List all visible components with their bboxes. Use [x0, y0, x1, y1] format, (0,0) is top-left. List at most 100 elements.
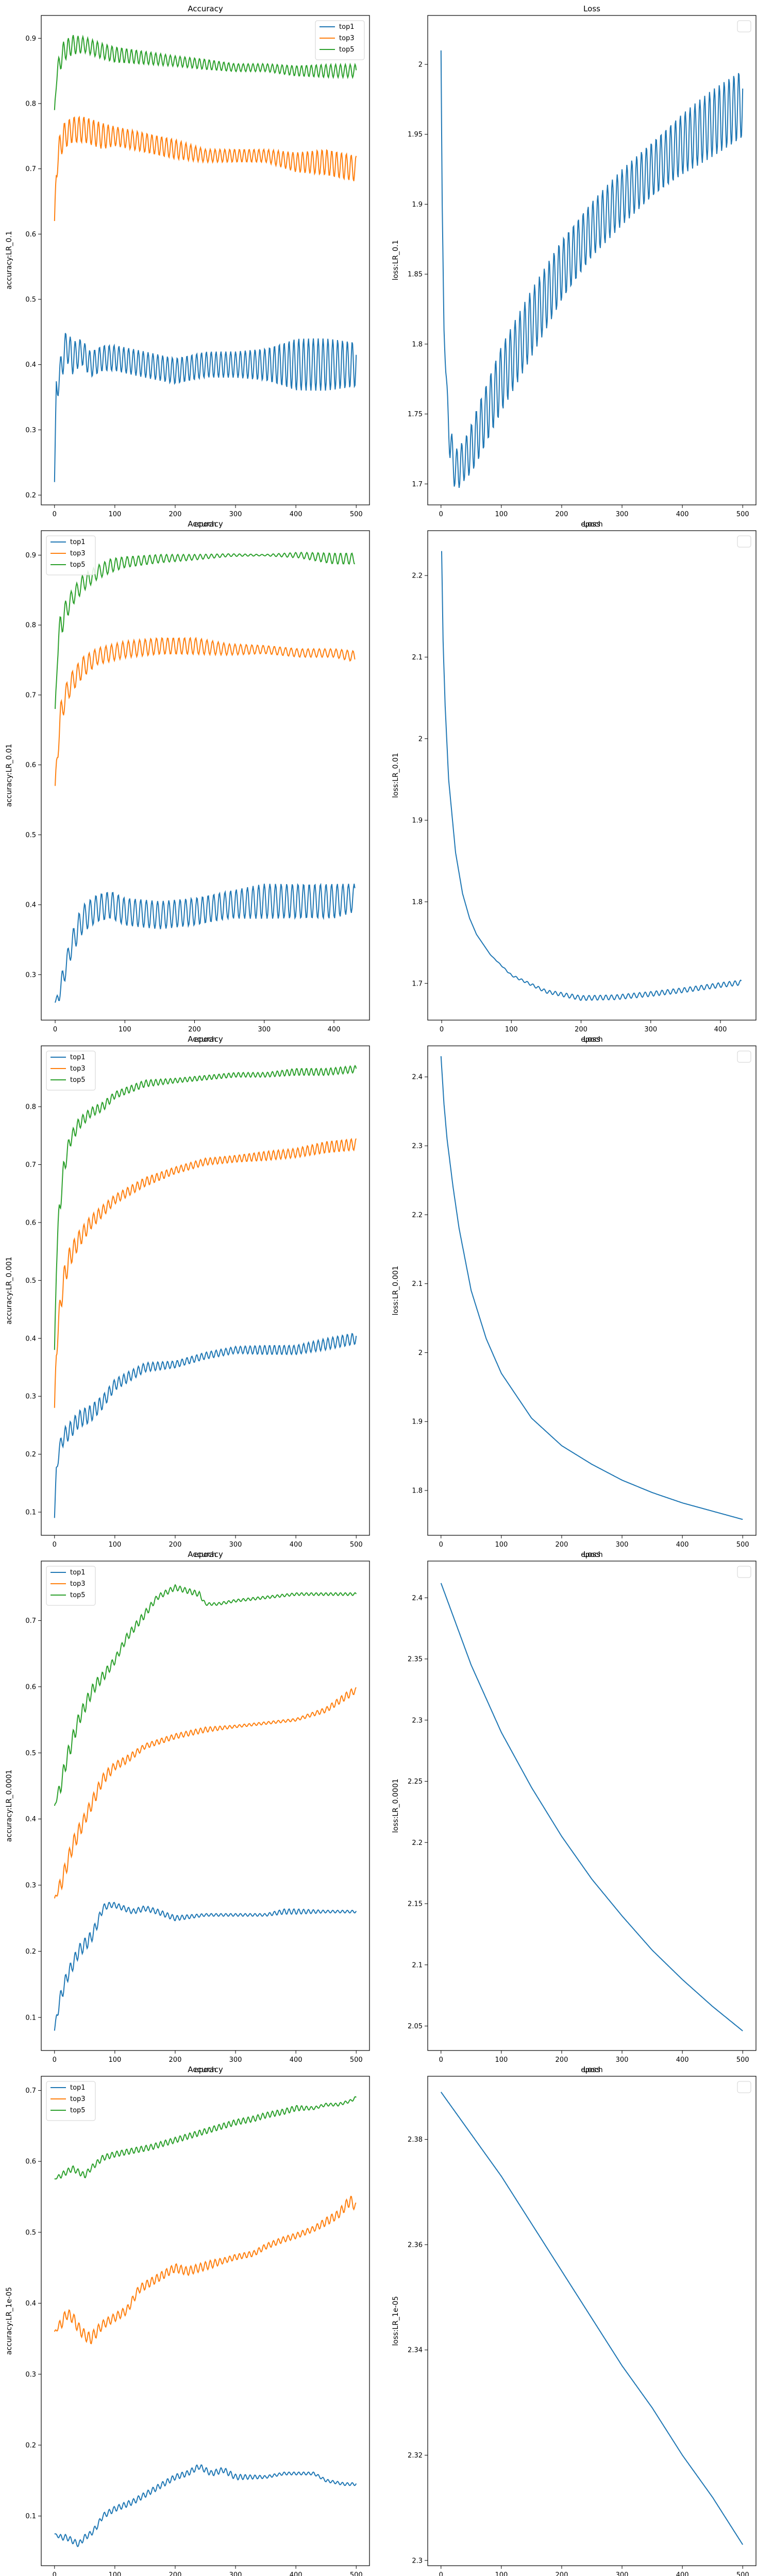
series-line-loss: [440, 2092, 744, 2545]
series-line-top5: [55, 551, 356, 709]
x-tick-label: 400: [676, 511, 689, 518]
series-group: [440, 2092, 744, 2545]
y-tick-label: 0.6: [25, 2158, 36, 2166]
series-line-top3: [55, 636, 356, 786]
y-tick-label: 0.2: [25, 1948, 36, 1956]
y-tick-label: 0.4: [25, 2300, 36, 2308]
x-tick-label: 200: [556, 511, 568, 518]
x-tick-label: 100: [495, 511, 508, 518]
y-tick-label: 0.4: [25, 361, 36, 369]
series-line-loss: [440, 1056, 743, 1520]
axes-frame: [41, 530, 370, 1021]
y-tick-label: 1.75: [408, 411, 423, 418]
y-tick-label: 0.5: [25, 296, 36, 304]
chart-title: Accuracy: [188, 1035, 223, 1044]
legend-box: [737, 1566, 751, 1578]
x-axis-label: epoch: [194, 520, 216, 529]
series-line-top3: [54, 2195, 357, 2345]
x-tick-label: 0: [439, 1541, 443, 1549]
y-tick-label: 0.4: [25, 1816, 36, 1823]
y-tick-label: 1.9: [412, 817, 423, 825]
y-tick-label: 0.5: [25, 1277, 36, 1285]
chart-panel-9: Accuracy 0 100 200 300 400 500 0.1 0.2 0.3 0.4 0.5 0…: [5, 2065, 370, 2576]
x-tick-label: 100: [495, 2056, 508, 2064]
legend-label: top1: [339, 23, 355, 31]
y-tick-label: 0.2: [25, 2442, 36, 2449]
series-line-top5: [54, 1064, 357, 1350]
x-tick-label: 100: [505, 1026, 518, 1033]
chart-title: Loss: [583, 2065, 600, 2074]
x-tick-label: 500: [736, 2571, 749, 2576]
y-tick-label: 2.35: [408, 1656, 423, 1664]
axes-frame: [41, 15, 370, 505]
y-tick-label: 0.1: [25, 1509, 36, 1517]
series-line-top3: [54, 1138, 357, 1408]
y-tick-label: 0.3: [25, 1882, 36, 1890]
x-tick-label: 500: [350, 511, 363, 518]
x-tick-label: 400: [290, 1541, 303, 1549]
y-tick-label: 1.85: [408, 271, 423, 279]
y-tick-label: 0.2: [25, 492, 36, 500]
chart-title: Accuracy: [188, 1550, 223, 1559]
x-tick-label: 100: [108, 511, 121, 518]
x-tick-label: 300: [616, 1541, 629, 1549]
y-tick-label: 2.3: [412, 2557, 423, 2565]
series-line-top3: [54, 1687, 357, 1899]
x-axis-label: epoch: [194, 2066, 216, 2074]
y-tick-label: 2.3: [412, 1717, 423, 1724]
series-line-top5: [54, 35, 357, 110]
series-line-loss: [440, 50, 744, 488]
x-tick-label: 200: [169, 1541, 182, 1549]
x-tick-label: 0: [53, 2571, 57, 2576]
chart-title: Loss: [583, 1035, 600, 1044]
y-tick-label: 0.8: [25, 622, 36, 630]
y-tick-label: 0.3: [25, 971, 36, 979]
y-tick-label: 0.3: [25, 2371, 36, 2379]
series-line-loss: [440, 1583, 743, 2031]
x-tick-label: 500: [736, 1541, 749, 1549]
y-axis-label: loss:LR_0.001: [392, 1266, 400, 1315]
x-tick-label: 200: [556, 1541, 568, 1549]
chart-panel-8: Loss 0 100 200 300 400 500 2.05 2.1 2.15 2.2 2.25 2.…: [392, 1550, 757, 2074]
legend-label: top3: [70, 1065, 86, 1073]
y-axis-label: loss:LR_0.1: [392, 240, 400, 281]
legend-label: top3: [70, 2095, 86, 2103]
chart-panel-2: Loss 0 100 200 300 400 500 1.7 1.75 1.8 1.85 1.9 1.9…: [392, 4, 757, 529]
x-tick-label: 0: [439, 2571, 443, 2576]
y-tick-label: 1.95: [408, 131, 423, 139]
y-axis-label: accuracy:LR_0.01: [5, 744, 13, 807]
series-group: [440, 1583, 743, 2031]
y-axis-label: accuracy:LR_0.001: [5, 1257, 13, 1324]
x-tick-label: 300: [229, 1541, 242, 1549]
x-tick-label: 500: [736, 2056, 749, 2064]
legend-label: top5: [339, 46, 355, 54]
legend: [737, 535, 751, 548]
y-tick-label: 1.7: [412, 980, 423, 988]
y-tick-label: 2.15: [408, 1901, 423, 1908]
x-tick-label: 0: [53, 2056, 57, 2064]
series-line-top5: [54, 1584, 357, 1806]
chart-title: Loss: [583, 519, 600, 529]
series-group: [54, 1584, 357, 2031]
legend-label: top3: [70, 550, 86, 557]
x-axis-label: epoch: [581, 520, 603, 529]
chart-panel-3: Accuracy 0 100 200 300 400 0.3 0.4 0.5 0.6 0.7 0.8 0…: [5, 519, 370, 1044]
y-tick-label: 1.8: [412, 341, 423, 348]
series-group: [441, 551, 742, 1001]
y-tick-label: 2.36: [408, 2241, 423, 2249]
x-tick-label: 500: [350, 2571, 363, 2576]
x-tick-label: 0: [53, 1026, 57, 1033]
legend: top1 top3 top5: [46, 535, 96, 575]
legend-box: [737, 2081, 751, 2093]
legend: top1 top3 top5: [46, 2081, 96, 2121]
x-tick-label: 300: [644, 1026, 657, 1033]
x-tick-label: 400: [290, 511, 303, 518]
y-tick-label: 0.6: [25, 761, 36, 769]
y-tick-label: 2.2: [412, 1839, 423, 1847]
y-tick-label: 0.1: [25, 2014, 36, 2022]
y-tick-label: 0.8: [25, 1104, 36, 1111]
y-tick-label: 0.5: [25, 2229, 36, 2236]
axes-frame: [427, 15, 757, 505]
x-tick-label: 0: [440, 1026, 444, 1033]
